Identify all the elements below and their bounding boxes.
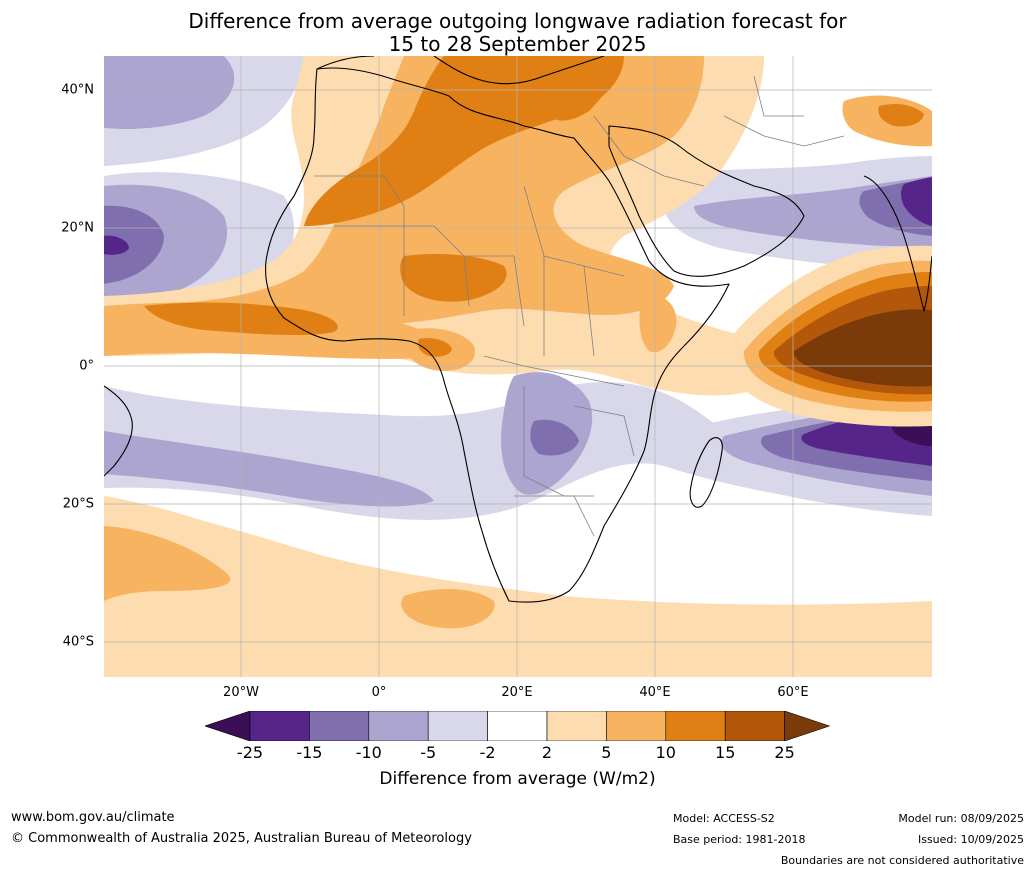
- title-line-2: 15 to 28 September 2025: [388, 32, 647, 56]
- colorbar-tick-label: 25: [774, 743, 795, 762]
- anomaly-region-india-dark-purple: [901, 177, 932, 226]
- anomaly-region-north-atlantic-lilac: [104, 56, 304, 166]
- anomaly-region-north-atlantic-purple: [104, 56, 235, 130]
- anomaly-region-south-purple: [104, 431, 434, 507]
- colorbar-segment: [606, 710, 667, 742]
- map-panel: [104, 56, 932, 677]
- anomaly-region-south-orange-2: [104, 496, 464, 616]
- colorbar-tick-label: 5: [601, 743, 612, 762]
- colorbar-extend-low: [204, 710, 251, 742]
- anomaly-region-atlantic-darkest: [104, 235, 129, 255]
- coastlines: [104, 56, 932, 603]
- anomaly-region-mideast-dark-orange: [541, 56, 624, 121]
- colorbar-segment: [724, 710, 785, 742]
- anomaly-region-congo-deep-purple: [530, 419, 579, 456]
- lon-label-60e: 60°E: [777, 685, 809, 700]
- footer-issued: Issued: 10/09/2025: [917, 833, 1024, 846]
- chart-title: Difference from average outgoing longwav…: [0, 10, 1035, 56]
- anomaly-region-south-mid-orange-2: [401, 589, 495, 629]
- colorbar: [204, 710, 831, 745]
- footer-model: Model: ACCESS-S2: [673, 812, 775, 825]
- lat-label-20n: 20°N: [61, 220, 94, 236]
- lat-label-40n: 40°N: [61, 82, 94, 98]
- anomaly-region-caspian-dark-orange: [878, 103, 924, 127]
- footer-copyright: © Commonwealth of Australia 2025, Austra…: [11, 831, 472, 846]
- anomaly-region-south-orange: [104, 501, 932, 677]
- lat-label-equator: 0°: [79, 358, 94, 374]
- colorbar-label: Difference from average (W/m2): [379, 769, 656, 789]
- footer-model-run: Model run: 08/09/2025: [898, 812, 1024, 825]
- lon-label-40e: 40°E: [639, 685, 671, 700]
- footer-base-period: Base period: 1981-2018: [673, 833, 806, 846]
- anomaly-region-east-africa-orange: [639, 295, 677, 353]
- anomaly-region-sahara-orange: [164, 56, 704, 325]
- colorbar-tick-label: -5: [420, 743, 437, 762]
- south-america-coastline: [104, 385, 133, 477]
- colorbar-tick-label: -25: [236, 743, 264, 762]
- title-line-1: Difference from average outgoing longwav…: [188, 9, 847, 33]
- colorbar-tick-label: -15: [296, 743, 323, 762]
- anomaly-region-sahel-dark-orange: [400, 254, 507, 302]
- colorbar-segment: [368, 710, 429, 742]
- colorbar-graphic: [204, 710, 831, 742]
- anomaly-map: [104, 56, 932, 677]
- anomaly-region-gulf-guinea-dark-orange: [418, 338, 452, 357]
- lon-label-20w: 20°W: [223, 685, 259, 700]
- lon-label-0: 0°: [371, 685, 387, 700]
- colorbar-tick-label: -2: [479, 743, 496, 762]
- anomaly-region-io-darkest-brown: [793, 309, 932, 387]
- country-boundaries: [314, 75, 845, 537]
- footer-disclaimer: Boundaries are not considered authoritat…: [780, 854, 1024, 867]
- colorbar-segment: [546, 710, 607, 742]
- colorbar-tick-label: -10: [355, 743, 382, 762]
- colorbar-segment: [249, 710, 310, 742]
- colorbar-tick-label: 2: [541, 743, 553, 762]
- colorbar-tick-label: 15: [715, 743, 736, 762]
- africa-coastline: [265, 67, 730, 603]
- anomaly-region-atlantic-deep-purple: [104, 205, 164, 284]
- europe-coastline: [316, 56, 605, 85]
- footer-website: www.bom.gov.au/climate: [11, 810, 175, 825]
- colorbar-tick-label: 10: [655, 743, 676, 762]
- lon-label-20e: 20°E: [501, 685, 533, 700]
- lat-label-20s: 20°S: [62, 496, 94, 512]
- colorbar-segment: [487, 710, 548, 742]
- colorbar-segment: [309, 710, 370, 742]
- colorbar-segment: [427, 710, 488, 742]
- colorbar-extend-high: [784, 710, 831, 742]
- anomaly-region-south-mid-orange: [104, 526, 231, 601]
- lat-label-40s: 40°S: [62, 634, 94, 650]
- india-coastline: [863, 175, 932, 312]
- arabia-coastline: [608, 125, 805, 277]
- madagascar-coastline: [689, 437, 723, 508]
- graticule: [104, 56, 932, 677]
- colorbar-segment: [665, 710, 726, 742]
